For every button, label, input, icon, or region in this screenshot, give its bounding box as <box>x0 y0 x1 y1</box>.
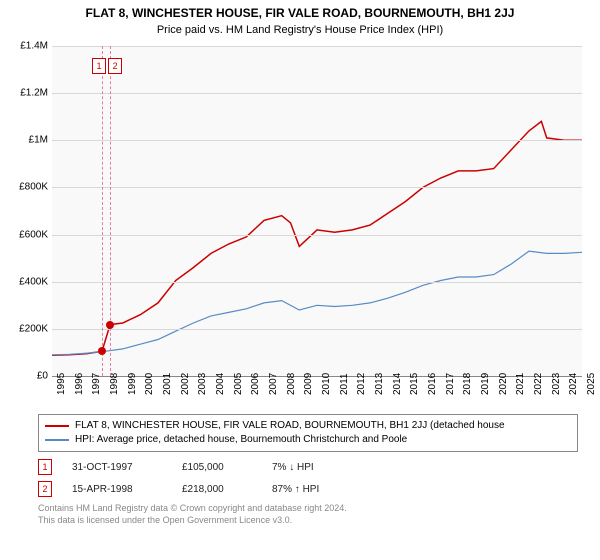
x-axis-label: 2021 <box>515 373 526 395</box>
y-axis-label: £200K <box>8 323 48 334</box>
marker-box-2: 2 <box>108 58 122 74</box>
y-axis-label: £1.2M <box>8 88 48 99</box>
x-axis-label: 1998 <box>109 373 120 395</box>
data-idx-2: 2 <box>38 481 52 497</box>
x-axis-label: 2004 <box>215 373 226 395</box>
footer: Contains HM Land Registry data © Crown c… <box>38 502 578 526</box>
x-axis-label: 1996 <box>74 373 85 395</box>
x-axis-label: 2003 <box>197 373 208 395</box>
legend-box: FLAT 8, WINCHESTER HOUSE, FIR VALE ROAD,… <box>38 414 578 452</box>
x-axis-label: 2015 <box>409 373 420 395</box>
x-axis-label: 2017 <box>445 373 456 395</box>
series-line-hpi <box>52 251 582 355</box>
gridline-h <box>52 93 582 94</box>
gridline-h <box>52 140 582 141</box>
x-axis-label: 2023 <box>551 373 562 395</box>
data-pct-2: 87% ↑ HPI <box>272 484 372 495</box>
data-date-2: 15-APR-1998 <box>72 484 162 495</box>
x-axis-label: 2010 <box>321 373 332 395</box>
data-date-1: 31-OCT-1997 <box>72 462 162 473</box>
data-price-1: £105,000 <box>182 462 252 473</box>
data-row-2: 2 15-APR-1998 £218,000 87% ↑ HPI <box>38 480 578 498</box>
footer-line2: This data is licensed under the Open Gov… <box>38 514 578 526</box>
y-axis-label: £400K <box>8 276 48 287</box>
x-axis-label: 2007 <box>268 373 279 395</box>
gridline-h <box>52 235 582 236</box>
marker-vline <box>102 46 103 376</box>
marker-dot-2 <box>106 321 114 329</box>
x-axis-label: 2022 <box>533 373 544 395</box>
chart-lines-svg <box>52 46 582 376</box>
legend-label-property: FLAT 8, WINCHESTER HOUSE, FIR VALE ROAD,… <box>75 419 505 433</box>
x-axis-label: 2006 <box>250 373 261 395</box>
y-axis-label: £0 <box>8 371 48 382</box>
x-axis-label: 2020 <box>498 373 509 395</box>
x-axis-label: 2013 <box>374 373 385 395</box>
x-axis-label: 1995 <box>56 373 67 395</box>
y-axis-label: £1M <box>8 135 48 146</box>
chart-container: FLAT 8, WINCHESTER HOUSE, FIR VALE ROAD,… <box>0 0 600 560</box>
gridline-h <box>52 282 582 283</box>
x-axis-label: 2012 <box>356 373 367 395</box>
x-axis-label: 2000 <box>144 373 155 395</box>
y-axis-label: £800K <box>8 182 48 193</box>
data-price-2: £218,000 <box>182 484 252 495</box>
y-axis-label: £1.4M <box>8 41 48 52</box>
gridline-h <box>52 187 582 188</box>
legend-swatch-hpi <box>45 439 69 441</box>
y-axis-label: £600K <box>8 229 48 240</box>
legend-label-hpi: HPI: Average price, detached house, Bour… <box>75 433 407 447</box>
series-line-property <box>52 121 582 355</box>
chart-plot-area: £0£200K£400K£600K£800K£1M£1.2M£1.4M19951… <box>52 46 582 377</box>
x-axis-label: 2008 <box>286 373 297 395</box>
data-idx-1: 1 <box>38 459 52 475</box>
chart-subtitle: Price paid vs. HM Land Registry's House … <box>0 20 600 42</box>
data-pct-1: 7% ↓ HPI <box>272 462 372 473</box>
x-axis-label: 2001 <box>162 373 173 395</box>
marker-dot-1 <box>98 347 106 355</box>
data-rows: 1 31-OCT-1997 £105,000 7% ↓ HPI 2 15-APR… <box>38 458 578 502</box>
data-row-1: 1 31-OCT-1997 £105,000 7% ↓ HPI <box>38 458 578 476</box>
x-axis-label: 2011 <box>339 373 350 395</box>
x-axis-label: 1999 <box>127 373 138 395</box>
gridline-h <box>52 46 582 47</box>
x-axis-label: 2014 <box>392 373 403 395</box>
chart-title: FLAT 8, WINCHESTER HOUSE, FIR VALE ROAD,… <box>0 0 600 20</box>
x-axis-label: 2019 <box>480 373 491 395</box>
x-axis-label: 2009 <box>303 373 314 395</box>
x-axis-label: 1997 <box>91 373 102 395</box>
x-axis-label: 2002 <box>180 373 191 395</box>
footer-line1: Contains HM Land Registry data © Crown c… <box>38 502 578 514</box>
x-axis-label: 2005 <box>233 373 244 395</box>
gridline-h <box>52 329 582 330</box>
legend-swatch-property <box>45 425 69 427</box>
x-axis-label: 2024 <box>568 373 579 395</box>
x-axis-label: 2025 <box>586 373 597 395</box>
x-axis-label: 2016 <box>427 373 438 395</box>
legend-row-hpi: HPI: Average price, detached house, Bour… <box>45 433 571 447</box>
marker-box-1: 1 <box>92 58 106 74</box>
legend-row-property: FLAT 8, WINCHESTER HOUSE, FIR VALE ROAD,… <box>45 419 571 433</box>
x-axis-label: 2018 <box>462 373 473 395</box>
